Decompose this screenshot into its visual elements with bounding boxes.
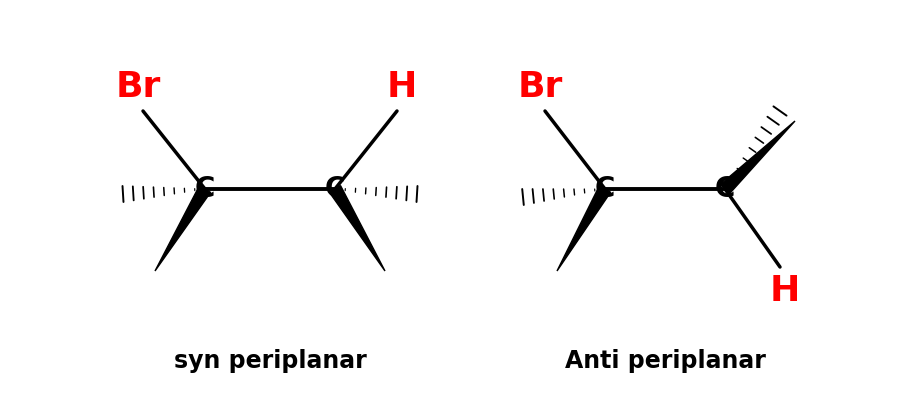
Text: C: C	[594, 175, 615, 203]
Polygon shape	[329, 186, 385, 271]
Polygon shape	[721, 121, 795, 194]
Text: Br: Br	[115, 70, 161, 104]
Text: C: C	[714, 175, 735, 203]
Text: Br: Br	[517, 70, 563, 104]
Text: Anti periplanar: Anti periplanar	[564, 349, 765, 373]
Text: syn periplanar: syn periplanar	[174, 349, 366, 373]
Text: H: H	[387, 70, 417, 104]
Text: C: C	[195, 175, 215, 203]
Text: C: C	[325, 175, 345, 203]
Polygon shape	[155, 186, 211, 271]
Text: H: H	[770, 274, 800, 308]
Polygon shape	[557, 186, 611, 271]
